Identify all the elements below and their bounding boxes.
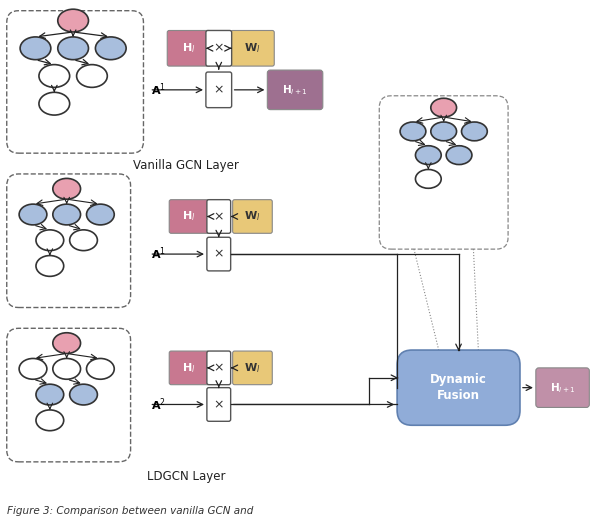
Ellipse shape — [86, 204, 114, 225]
Ellipse shape — [53, 178, 80, 199]
Ellipse shape — [77, 64, 108, 88]
Ellipse shape — [446, 146, 472, 165]
Ellipse shape — [86, 358, 114, 379]
Ellipse shape — [58, 9, 88, 32]
Text: $\times$: $\times$ — [213, 210, 224, 223]
Text: $\mathbf{A}^2$: $\mathbf{A}^2$ — [152, 396, 166, 413]
Text: $\mathbf{W}_l$: $\mathbf{W}_l$ — [244, 210, 261, 223]
Text: $\mathbf{A}^1$: $\mathbf{A}^1$ — [152, 82, 166, 98]
FancyBboxPatch shape — [397, 350, 520, 425]
Ellipse shape — [39, 64, 69, 88]
Ellipse shape — [416, 146, 441, 165]
Text: Dynamic
Fusion: Dynamic Fusion — [430, 373, 487, 402]
Ellipse shape — [431, 99, 457, 117]
Ellipse shape — [53, 333, 80, 354]
Ellipse shape — [69, 384, 97, 405]
Text: $\mathbf{W}_l$: $\mathbf{W}_l$ — [244, 41, 261, 55]
FancyBboxPatch shape — [233, 200, 272, 233]
Ellipse shape — [53, 358, 80, 379]
FancyBboxPatch shape — [207, 351, 231, 385]
Ellipse shape — [53, 204, 80, 225]
Ellipse shape — [19, 204, 47, 225]
Ellipse shape — [461, 122, 487, 141]
FancyBboxPatch shape — [169, 351, 209, 385]
Ellipse shape — [20, 37, 51, 60]
Text: $\times$: $\times$ — [213, 42, 224, 55]
Text: $\mathbf{W}_l$: $\mathbf{W}_l$ — [244, 361, 261, 375]
Text: $\mathbf{H}_l$: $\mathbf{H}_l$ — [182, 210, 196, 223]
Ellipse shape — [416, 169, 441, 188]
FancyBboxPatch shape — [206, 30, 232, 66]
FancyBboxPatch shape — [207, 200, 231, 233]
FancyBboxPatch shape — [536, 368, 590, 408]
FancyBboxPatch shape — [231, 30, 274, 66]
Ellipse shape — [58, 37, 88, 60]
Text: $\times$: $\times$ — [213, 247, 224, 260]
Text: $\times$: $\times$ — [213, 398, 224, 411]
Ellipse shape — [36, 410, 63, 431]
Ellipse shape — [431, 122, 457, 141]
Text: $\mathbf{H}_{l+1}$: $\mathbf{H}_{l+1}$ — [282, 83, 308, 97]
Ellipse shape — [400, 122, 426, 141]
FancyBboxPatch shape — [206, 72, 232, 107]
FancyBboxPatch shape — [233, 351, 272, 385]
FancyBboxPatch shape — [268, 70, 323, 110]
Text: $\mathbf{H}_l$: $\mathbf{H}_l$ — [182, 361, 196, 375]
Text: $\mathbf{H}_l$: $\mathbf{H}_l$ — [182, 41, 196, 55]
Text: Figure 3: Comparison between vanilla GCN and: Figure 3: Comparison between vanilla GCN… — [7, 506, 253, 516]
Ellipse shape — [36, 256, 63, 276]
FancyBboxPatch shape — [167, 30, 211, 66]
FancyBboxPatch shape — [169, 200, 209, 233]
Ellipse shape — [95, 37, 126, 60]
Ellipse shape — [69, 230, 97, 250]
Text: $\mathbf{H}_{l+1}$: $\mathbf{H}_{l+1}$ — [550, 381, 576, 395]
Ellipse shape — [36, 384, 63, 405]
FancyBboxPatch shape — [207, 388, 231, 421]
Text: $\times$: $\times$ — [213, 362, 224, 374]
Text: LDGCN Layer: LDGCN Layer — [147, 470, 225, 483]
Text: Vanilla GCN Layer: Vanilla GCN Layer — [133, 159, 239, 171]
Ellipse shape — [39, 92, 69, 115]
Ellipse shape — [36, 230, 63, 250]
Text: $\times$: $\times$ — [213, 83, 224, 96]
Text: $\mathbf{A}^1$: $\mathbf{A}^1$ — [152, 246, 166, 263]
FancyBboxPatch shape — [207, 237, 231, 271]
Ellipse shape — [19, 358, 47, 379]
